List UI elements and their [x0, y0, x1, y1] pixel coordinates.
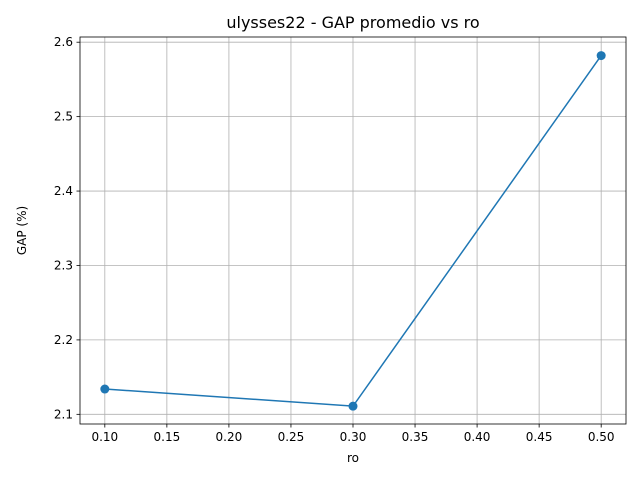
- x-tick-label: 0.30: [340, 430, 367, 444]
- x-tick-label: 0.20: [216, 430, 243, 444]
- data-point-marker: [348, 401, 358, 411]
- x-tick-label: 0.45: [526, 430, 553, 444]
- data-point-marker: [100, 384, 110, 394]
- y-tick-label: 2.4: [54, 184, 73, 198]
- x-tick-label: 0.25: [278, 430, 305, 444]
- y-tick-label: 2.1: [54, 407, 73, 421]
- y-axis-label: GAP (%): [15, 206, 29, 255]
- x-tick-label: 0.10: [91, 430, 118, 444]
- grid: [80, 37, 626, 424]
- y-tick-label: 2.3: [54, 258, 73, 272]
- x-axis-label: ro: [347, 451, 359, 465]
- x-tick-label: 0.35: [402, 430, 429, 444]
- series-layer: [100, 51, 606, 411]
- x-tick-label: 0.40: [464, 430, 491, 444]
- ticks: 0.10 0.15 0.20 0.25 0.30 0.35 0.40 0.45 0.50 2.1 2…: [54, 35, 615, 444]
- data-point-marker: [596, 51, 606, 61]
- y-tick-label: 2.6: [54, 35, 73, 49]
- y-tick-label: 2.5: [54, 110, 73, 124]
- x-tick-label: 0.15: [154, 430, 181, 444]
- y-tick-label: 2.2: [54, 333, 73, 347]
- chart-title: ulysses22 - GAP promedio vs ro: [226, 13, 479, 32]
- x-tick-label: 0.50: [588, 430, 615, 444]
